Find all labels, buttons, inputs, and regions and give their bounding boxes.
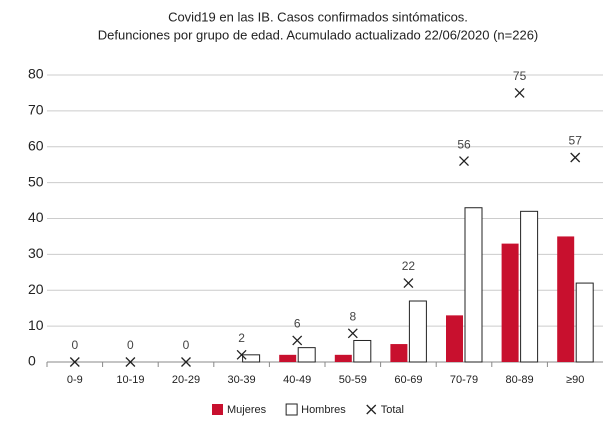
legend-swatch	[366, 404, 377, 415]
y-tick-label: 70	[28, 102, 44, 118]
y-tick-label: 30	[28, 245, 44, 261]
bar	[353, 339, 372, 363]
data-label: 8	[349, 309, 356, 323]
total-marker	[125, 357, 136, 367]
data-label: 0	[127, 338, 134, 352]
total-marker	[181, 357, 191, 367]
data-label: 0	[71, 338, 78, 352]
data-label: 6	[294, 317, 301, 331]
y-tick-label: 40	[28, 209, 44, 225]
total-marker	[514, 87, 525, 98]
data-label: 57	[569, 134, 583, 148]
x-tick-label: 0-9	[67, 374, 83, 386]
total-marker	[570, 152, 581, 163]
y-tick-label: 0	[28, 353, 36, 369]
total-marker	[69, 357, 80, 367]
y-tick-label: 60	[28, 137, 44, 153]
bar	[390, 344, 408, 362]
x-tick-label: 80-89	[506, 374, 534, 386]
data-label: 22	[402, 259, 416, 273]
x-tick-label: 40-49	[283, 374, 311, 386]
bar	[334, 354, 352, 362]
bar	[279, 354, 297, 362]
y-tick-label: 50	[28, 173, 44, 189]
x-tick-label: 60-69	[394, 374, 422, 386]
total-marker	[403, 278, 414, 289]
bar	[297, 347, 316, 363]
total-marker	[459, 156, 469, 167]
total-marker	[347, 328, 358, 339]
bar	[408, 300, 427, 363]
bar	[242, 354, 261, 363]
y-tick-label: 20	[28, 281, 44, 297]
bar	[520, 210, 539, 363]
legend-swatch	[285, 403, 298, 416]
data-label: 56	[457, 137, 471, 151]
bar	[575, 282, 594, 363]
x-tick-label: 70-79	[450, 374, 478, 386]
x-tick-label: 30-39	[228, 374, 256, 386]
data-label: 0	[183, 338, 190, 352]
total-marker	[236, 349, 247, 360]
data-label: 75	[513, 69, 527, 83]
x-tick-label: 50-59	[339, 374, 367, 386]
bar	[464, 207, 483, 363]
total-marker	[292, 335, 303, 346]
bar	[446, 315, 463, 362]
x-tick-label: 20-29	[172, 374, 200, 386]
y-tick-label: 10	[28, 317, 44, 333]
bar	[557, 236, 575, 362]
legend-label: Total	[381, 404, 404, 416]
legend-swatch	[212, 404, 223, 415]
chart-subtitle: Defunciones por grupo de edad. Acumulado…	[98, 27, 539, 42]
data-label: 2	[238, 331, 245, 345]
legend-label: Hombres	[301, 404, 346, 416]
y-tick-label: 80	[28, 66, 44, 82]
legend-label: Mujeres	[227, 404, 267, 416]
x-tick-label: 10-19	[116, 374, 144, 386]
x-tick-label: ≥90	[566, 374, 584, 386]
bar	[501, 243, 519, 362]
chart-title: Covid19 en las IB. Casos confirmados sin…	[168, 9, 468, 24]
